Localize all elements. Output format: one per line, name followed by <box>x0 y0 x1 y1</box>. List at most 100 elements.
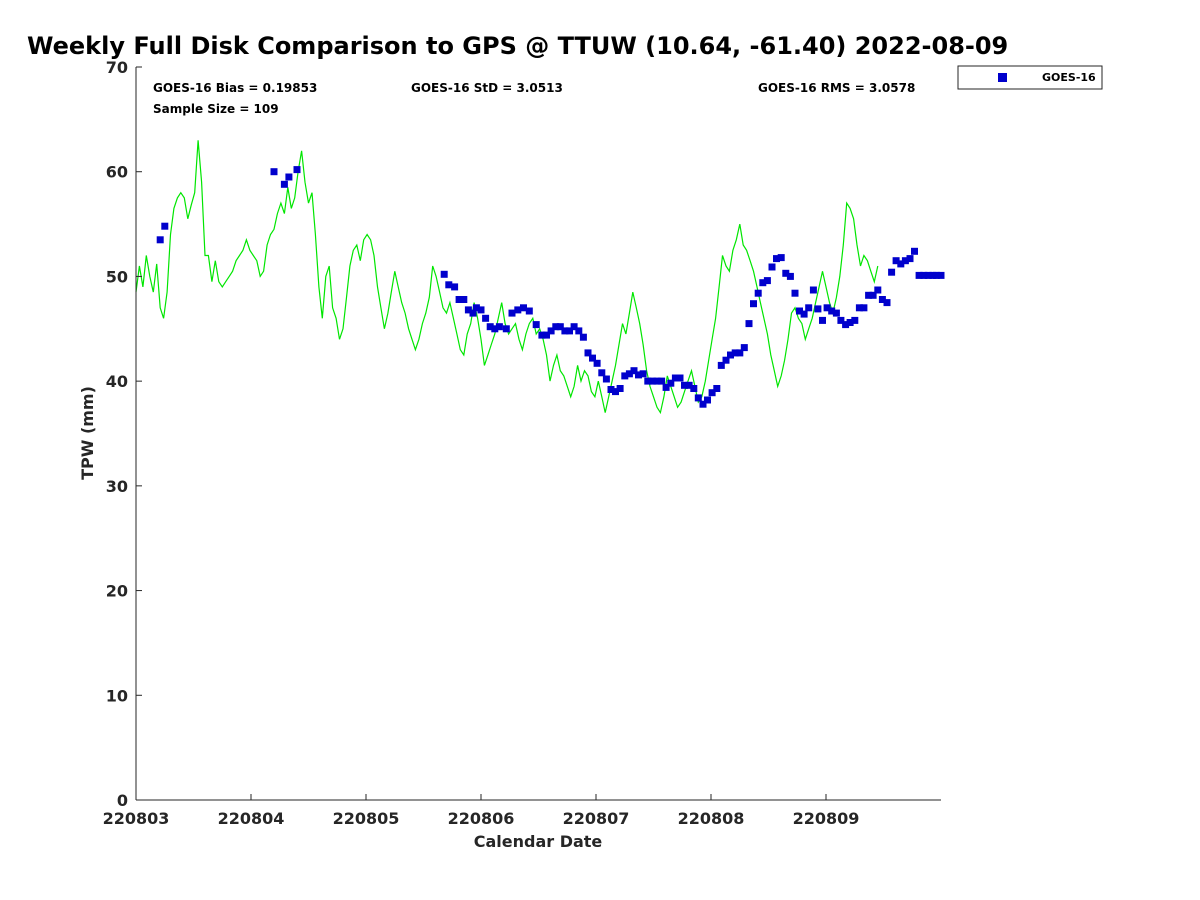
goes-point <box>653 377 661 385</box>
goes-point <box>878 296 886 303</box>
goes-point <box>782 269 790 277</box>
goes-series <box>156 166 945 408</box>
goes-point <box>676 374 684 382</box>
goes-point <box>906 255 914 263</box>
std-stat: GOES-16 StD = 3.0513 <box>411 81 563 95</box>
legend-label-goes: GOES-16 <box>1042 71 1096 84</box>
goes-point <box>892 257 900 265</box>
goes-point <box>532 321 540 329</box>
x-tick-label: 220808 <box>678 809 745 828</box>
goes-point <box>722 356 730 364</box>
goes-point <box>855 304 863 312</box>
goes-point <box>502 325 510 333</box>
goes-point <box>280 180 288 188</box>
goes-point <box>477 306 485 314</box>
goes-point <box>713 385 721 392</box>
x-tick-label: 220807 <box>563 809 630 828</box>
goes-point <box>445 281 453 289</box>
goes-point <box>525 307 533 315</box>
goes-point <box>293 166 301 174</box>
x-tick-label: 220805 <box>333 809 400 828</box>
goes-point <box>704 396 711 404</box>
goes-point <box>575 327 583 335</box>
goes-point <box>602 375 610 383</box>
goes-point <box>552 323 560 331</box>
goes-point <box>819 316 826 324</box>
goes-point <box>869 291 877 299</box>
legend-box <box>957 65 1103 90</box>
goes-point <box>920 271 928 279</box>
goes-point <box>750 300 757 308</box>
goes-point <box>161 222 169 230</box>
y-tick-label: 70 <box>106 58 128 77</box>
goes-point <box>791 289 799 297</box>
goes-point <box>800 310 808 318</box>
goes-point <box>662 383 670 391</box>
goes-point <box>667 379 675 387</box>
x-tick-label: 220803 <box>103 809 170 828</box>
goes-point <box>809 286 817 294</box>
goes-point <box>768 263 776 271</box>
goes-point <box>486 323 494 331</box>
goes-point <box>156 236 164 244</box>
goes-point <box>561 327 569 335</box>
goes-point <box>932 271 940 279</box>
goes-point <box>616 385 624 392</box>
goes-point <box>777 254 785 262</box>
goes-point <box>460 296 468 303</box>
goes-point <box>851 316 859 324</box>
goes-point <box>823 304 831 312</box>
goes-point <box>773 255 780 263</box>
goes-point <box>598 369 606 377</box>
goes-point <box>846 319 854 326</box>
y-tick-label: 30 <box>106 477 128 496</box>
goes-point <box>796 307 803 315</box>
goes-point <box>625 370 633 378</box>
goes-point <box>694 394 702 402</box>
y-tick-label: 60 <box>106 163 128 182</box>
goes-point <box>644 377 652 385</box>
goes-point <box>579 333 587 341</box>
y-tick-label: 10 <box>106 686 128 705</box>
goes-point <box>464 306 472 314</box>
goes-point <box>495 323 503 331</box>
goes-point <box>901 257 909 265</box>
goes-point <box>538 331 546 339</box>
goes-point <box>451 283 459 291</box>
goes-point <box>937 271 945 279</box>
goes-point <box>491 325 499 333</box>
chart-title: Weekly Full Disk Comparison to GPS @ TTU… <box>27 32 1008 60</box>
goes-point <box>883 299 891 307</box>
goes-point <box>874 286 882 294</box>
goes-point <box>814 305 822 313</box>
goes-point <box>740 344 748 352</box>
goes-point <box>842 321 850 329</box>
goes-point <box>681 381 688 389</box>
goes-point <box>593 359 601 367</box>
goes-point <box>745 320 753 328</box>
goes-point <box>556 323 564 331</box>
x-axis-ticks: 220803 220804 220805 220806 220807 220808 2208… <box>103 794 859 828</box>
rms-stat: GOES-16 RMS = 3.0578 <box>758 81 915 95</box>
goes-point <box>837 316 845 324</box>
goes-point <box>440 270 448 278</box>
goes-point <box>828 307 836 315</box>
goes-point <box>860 304 868 312</box>
goes-point <box>469 309 477 317</box>
y-tick-label: 40 <box>106 372 128 391</box>
goes-point <box>543 331 550 339</box>
legend: GOES-16 <box>957 65 1103 90</box>
goes-point <box>915 271 923 279</box>
legend-marker-goes <box>998 73 1007 82</box>
goes-point <box>630 367 638 375</box>
goes-point <box>570 323 578 331</box>
y-axis-ticks: 0 10 20 30 40 50 60 70 <box>106 58 142 810</box>
y-tick-label: 20 <box>106 582 128 601</box>
goes-point <box>621 372 629 380</box>
sample-size-stat: Sample Size = 109 <box>153 102 279 116</box>
x-axis-label: Calendar Date <box>474 832 603 851</box>
goes-point <box>658 377 666 385</box>
x-tick-label: 220804 <box>218 809 285 828</box>
goes-point <box>763 277 771 285</box>
